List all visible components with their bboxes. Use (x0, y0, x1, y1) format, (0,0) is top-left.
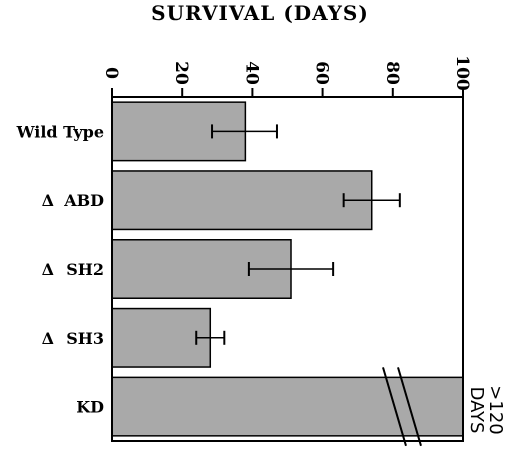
category-label: SH3 (66, 329, 104, 348)
x-tick-label: 60 (312, 61, 332, 85)
axis-break-slash (382, 367, 407, 447)
annotation: >120 DAYS (466, 385, 506, 434)
category-label: KD (76, 398, 104, 417)
chart-title: SURVIVAL (DAYS) (151, 1, 369, 25)
x-tick-label: 100 (452, 55, 472, 91)
category-label: Wild Type (16, 122, 104, 141)
bar (111, 307, 212, 368)
category-labels: Wild Type Δ ABD Δ SH2 Δ SH3 KD (16, 122, 105, 416)
category-delta-symbol: Δ (42, 329, 54, 348)
bars (111, 101, 464, 437)
annotation-line-1: >120 (485, 385, 506, 434)
x-tick-label: 40 (241, 61, 261, 85)
x-tick-label: 20 (171, 61, 191, 85)
x-axis-ticks: 0 20 40 60 80 100 (101, 55, 472, 97)
x-tick-label: 80 (382, 61, 402, 85)
axis-break-marks (382, 367, 422, 447)
category-delta-symbol: Δ (42, 191, 54, 210)
annotation-line-2: DAYS (466, 387, 487, 434)
plot-frame (111, 96, 464, 442)
error-bars (195, 124, 401, 345)
category-label: ABD (63, 191, 104, 210)
category-label: SH2 (66, 260, 104, 279)
bar (111, 170, 373, 231)
category-delta-symbol: Δ (42, 260, 54, 279)
axis-break-slash (397, 367, 422, 447)
x-tick-label: 0 (101, 67, 121, 79)
